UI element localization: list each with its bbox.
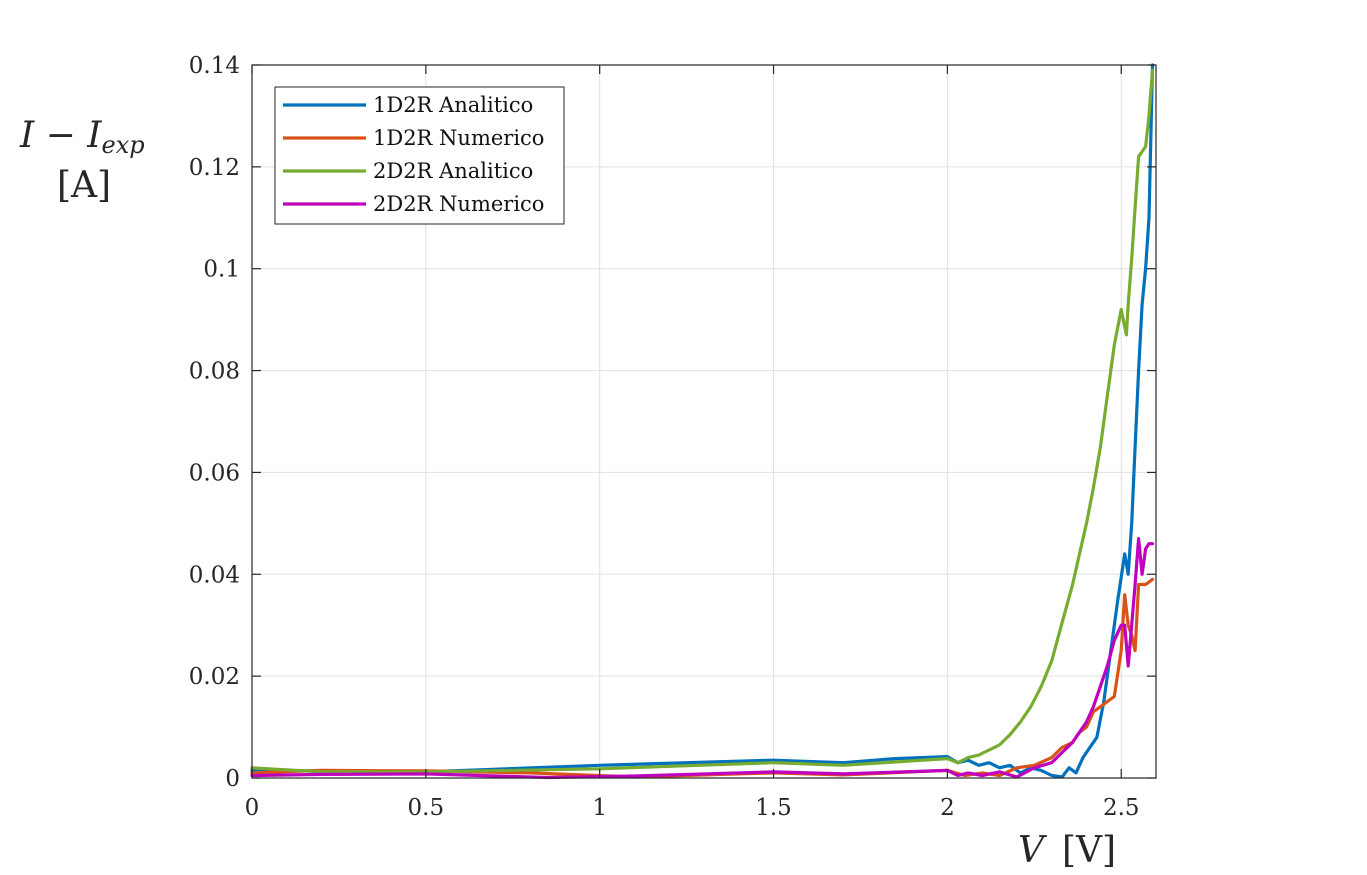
legend-label: 1D2R Analitico xyxy=(373,93,533,117)
legend-box xyxy=(274,86,565,225)
y-tick-label: 0.04 xyxy=(189,562,240,588)
x-tick-label: 0.5 xyxy=(408,795,445,821)
legend: 1D2R Analitico 1D2R Numerico 2D2R Analitic… xyxy=(274,86,565,225)
x-tick-label: 0 xyxy=(245,795,260,821)
y-axis-unit: [A] xyxy=(57,165,111,206)
legend-label: 2D2R Analitico xyxy=(373,159,533,183)
tick-labels: 0 0.5 1 1.5 2 2.5 0 0.02 0.04 0.06 0.08 0.1 0.12 0.14 xyxy=(189,53,1140,821)
legend-label: 2D2R Numerico xyxy=(373,192,544,216)
series-layer xyxy=(250,63,1155,780)
y-tick-label: 0.06 xyxy=(189,460,240,486)
y-tick-label: 0.14 xyxy=(189,53,240,79)
series-line-2d2r-numerico xyxy=(250,537,1155,780)
x-tick-label: 1.5 xyxy=(755,795,792,821)
x-tick-label: 1 xyxy=(592,795,607,821)
tick-marks xyxy=(251,64,1156,779)
y-tick-label: 0.1 xyxy=(203,257,240,283)
legend-label: 1D2R Numerico xyxy=(373,126,544,150)
series-line-2d2r-analitico xyxy=(250,68,1155,774)
x-tick-label: 2 xyxy=(940,795,955,821)
series-line-1d2r-analitico xyxy=(250,63,1155,779)
y-tick-label: 0.08 xyxy=(189,359,240,385)
y-tick-label: 0.12 xyxy=(189,155,240,181)
y-tick-label: 0.02 xyxy=(189,664,240,690)
axes-frame xyxy=(251,64,1157,779)
x-tick-label: 2.5 xyxy=(1103,795,1140,821)
y-axis-title: I − Iexp xyxy=(19,115,145,159)
x-axis-title: V [V] xyxy=(1018,830,1116,871)
y-tick-label: 0 xyxy=(225,766,240,792)
